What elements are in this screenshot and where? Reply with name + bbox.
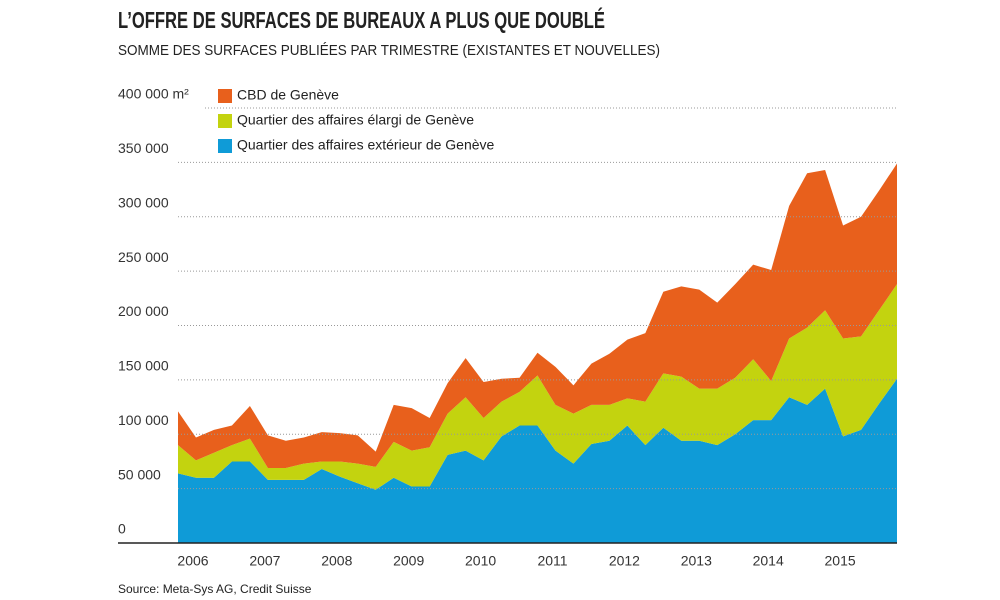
x-tick-label: 2010 [465,553,496,569]
chart-title: L’OFFRE DE SURFACES DE BUREAUX A PLUS QU… [118,6,605,33]
y-tick-label: 100 000 [118,412,169,428]
y-tick-label: 350 000 [118,140,169,156]
x-tick-label: 2009 [393,553,424,569]
x-tick-label: 2011 [537,553,567,569]
legend-swatch [218,114,232,128]
y-tick-label: 50 000 [118,466,161,482]
y-tick-label: 150 000 [118,358,169,374]
area [178,378,897,543]
x-tick-label: 2006 [177,553,208,569]
x-tick-label: 2013 [681,553,712,569]
y-tick-label: 400 000 m² [118,86,189,102]
y-tick-label: 300 000 [118,194,169,210]
x-tick-label: 2008 [321,553,352,569]
area [178,284,897,490]
legend-label: Quartier des affaires élargi de Genève [237,112,474,128]
x-tick-label: 2014 [753,553,784,569]
y-tick-label: 0 [118,521,126,537]
legend-swatch [218,89,232,103]
legend-swatch [218,139,232,153]
x-tick-label: 2012 [609,553,640,569]
x-tick-label: 2015 [825,553,856,569]
y-tick-label: 200 000 [118,303,169,319]
source: Source: Meta-Sys AG, Credit Suisse [118,582,312,596]
legend-label: Quartier des affaires extérieur de Genèv… [237,137,495,153]
legend-label: CBD de Genève [237,87,339,103]
area [178,163,897,468]
y-tick-label: 250 000 [118,249,169,265]
chart-subtitle: SOMME DES SURFACES PUBLIÉES PAR TRIMESTR… [118,42,660,59]
x-tick-label: 2007 [249,553,280,569]
